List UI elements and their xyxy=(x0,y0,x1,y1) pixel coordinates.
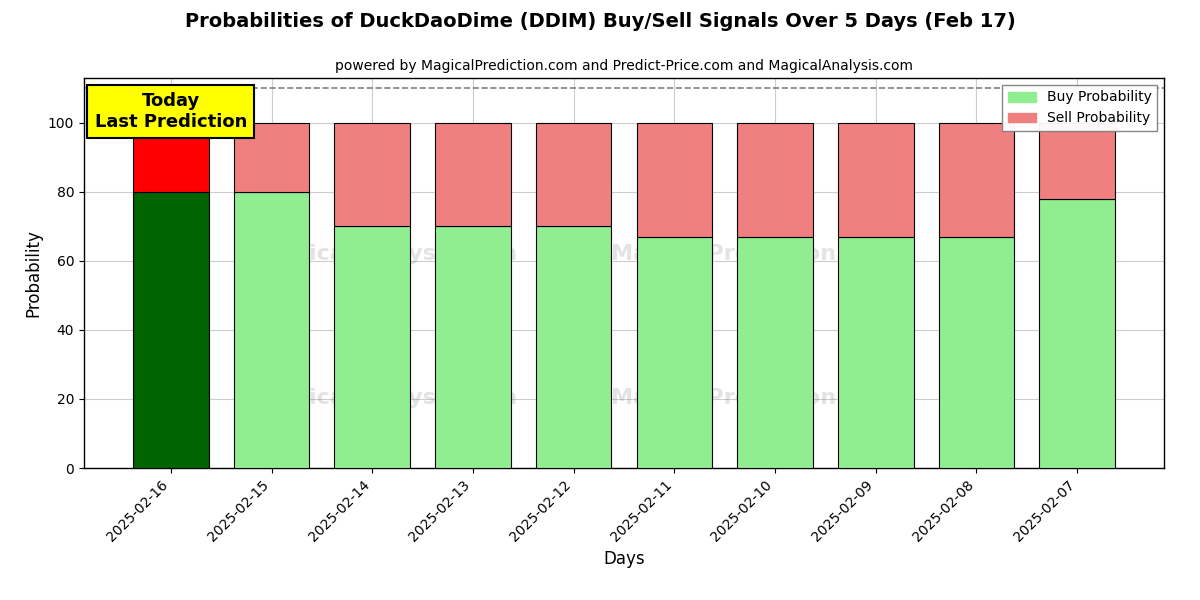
Bar xyxy=(1039,199,1115,468)
Bar xyxy=(737,123,812,237)
Text: MagicalAnalysis.com: MagicalAnalysis.com xyxy=(256,388,517,408)
Bar xyxy=(234,192,310,468)
Bar xyxy=(737,237,812,468)
Y-axis label: Probability: Probability xyxy=(24,229,42,317)
Bar xyxy=(938,123,1014,237)
Bar xyxy=(436,123,511,226)
Bar xyxy=(838,237,913,468)
Bar xyxy=(234,123,310,192)
Bar xyxy=(636,123,712,237)
Bar xyxy=(536,123,612,226)
Bar xyxy=(335,226,410,468)
X-axis label: Days: Days xyxy=(604,550,644,568)
Text: Probabilities of DuckDaoDime (DDIM) Buy/Sell Signals Over 5 Days (Feb 17): Probabilities of DuckDaoDime (DDIM) Buy/… xyxy=(185,12,1015,31)
Text: MagicalAnalysis.com: MagicalAnalysis.com xyxy=(256,244,517,263)
Bar xyxy=(335,123,410,226)
Bar xyxy=(938,237,1014,468)
Title: powered by MagicalPrediction.com and Predict-Price.com and MagicalAnalysis.com: powered by MagicalPrediction.com and Pre… xyxy=(335,59,913,73)
Bar xyxy=(636,237,712,468)
Bar xyxy=(536,226,612,468)
Bar xyxy=(133,123,209,192)
Bar xyxy=(1039,123,1115,199)
Text: Today
Last Prediction: Today Last Prediction xyxy=(95,92,247,131)
Text: MagicalPrediction.com: MagicalPrediction.com xyxy=(611,244,896,263)
Legend: Buy Probability, Sell Probability: Buy Probability, Sell Probability xyxy=(1002,85,1157,131)
Bar xyxy=(436,226,511,468)
Text: MagicalPrediction.com: MagicalPrediction.com xyxy=(611,388,896,408)
Bar xyxy=(838,123,913,237)
Bar xyxy=(133,192,209,468)
